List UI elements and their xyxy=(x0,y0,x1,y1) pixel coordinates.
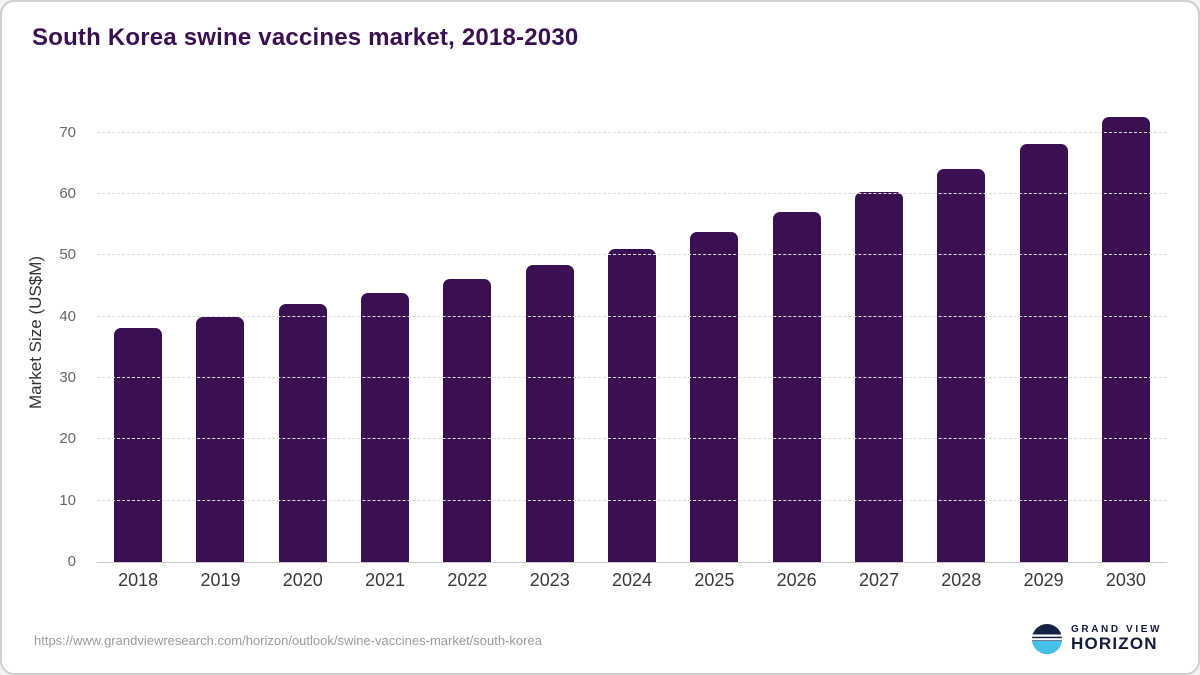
x-tick-label-2021: 2021 xyxy=(365,570,406,590)
bar-column-2021 xyxy=(344,102,426,562)
plot-area xyxy=(97,102,1167,563)
chart-title: South Korea swine vaccines market, 2018-… xyxy=(32,24,579,51)
y-tick-label: 20 xyxy=(59,430,76,448)
bar-2021 xyxy=(361,292,410,562)
y-tick-label: 10 xyxy=(59,491,76,509)
bar-column-2024 xyxy=(591,102,673,562)
bar-column-2026 xyxy=(756,102,838,562)
y-tick-label: 60 xyxy=(59,185,76,202)
x-tick-label-2020: 2020 xyxy=(282,570,323,590)
bar-2028 xyxy=(937,169,986,562)
gridline xyxy=(97,131,1167,133)
bar-2030 xyxy=(1101,117,1150,562)
gridline xyxy=(97,193,1167,194)
x-tick-label-2022: 2022 xyxy=(447,570,488,590)
bar-column-2030 xyxy=(1085,102,1167,562)
bar-column-2022 xyxy=(426,102,508,562)
gridline xyxy=(97,377,1167,378)
y-tick-label: 70 xyxy=(59,123,76,141)
bar-2025 xyxy=(690,232,739,562)
bar-2024 xyxy=(608,249,657,562)
bar-2018 xyxy=(114,327,163,562)
logo-line2: HORIZON xyxy=(1071,634,1158,654)
logo-line1: GRAND VIEW xyxy=(1071,623,1162,635)
bar-column-2019 xyxy=(179,102,261,562)
y-tick-label: 0 xyxy=(67,553,76,570)
y-tick-label: 50 xyxy=(59,246,76,264)
x-tick-label-2018: 2018 xyxy=(118,570,159,590)
bar-column-2027 xyxy=(838,102,920,562)
gridline xyxy=(97,315,1167,317)
x-tick-label-2029: 2029 xyxy=(1023,570,1064,590)
gridline xyxy=(97,438,1167,440)
bar-2029 xyxy=(1019,144,1068,562)
x-tick-label-2027: 2027 xyxy=(858,570,899,590)
bar-column-2018 xyxy=(97,102,179,562)
bar-column-2020 xyxy=(262,102,344,562)
x-axis-labels: 2018 2019 2020 2021 2022 2023 2024 2025 2026 2027… xyxy=(97,570,1167,591)
bar-column-2028 xyxy=(920,102,1002,562)
horizon-logo-icon xyxy=(1032,624,1062,654)
bar-2023 xyxy=(525,264,574,562)
x-tick-label-2024: 2024 xyxy=(612,570,653,590)
gridline xyxy=(97,499,1167,501)
source-url: https://www.grandviewresearch.com/horizo… xyxy=(34,633,542,648)
bar-column-2029 xyxy=(1002,102,1084,562)
brand-logo: GRAND VIEW HORIZON xyxy=(1032,624,1162,654)
x-tick-label-2026: 2026 xyxy=(776,570,817,590)
bar-column-2023 xyxy=(509,102,591,562)
x-tick-label-2019: 2019 xyxy=(200,570,241,590)
bar-2026 xyxy=(772,212,821,562)
gridline xyxy=(97,254,1167,256)
bar-2022 xyxy=(443,278,492,562)
x-tick-label-2025: 2025 xyxy=(694,570,735,590)
y-tick-label: 30 xyxy=(59,369,76,386)
x-tick-label-2030: 2030 xyxy=(1105,570,1146,590)
y-tick-label: 40 xyxy=(59,307,76,325)
y-axis-ticks: 0 10 20 30 40 50 60 70 xyxy=(2,102,90,570)
bar-2020 xyxy=(278,303,327,562)
bar-column-2025 xyxy=(673,102,755,562)
logo-text: GRAND VIEW HORIZON xyxy=(1071,623,1162,654)
x-tick-label-2023: 2023 xyxy=(529,570,570,590)
bars xyxy=(97,102,1167,562)
x-tick-label-2028: 2028 xyxy=(941,570,982,590)
